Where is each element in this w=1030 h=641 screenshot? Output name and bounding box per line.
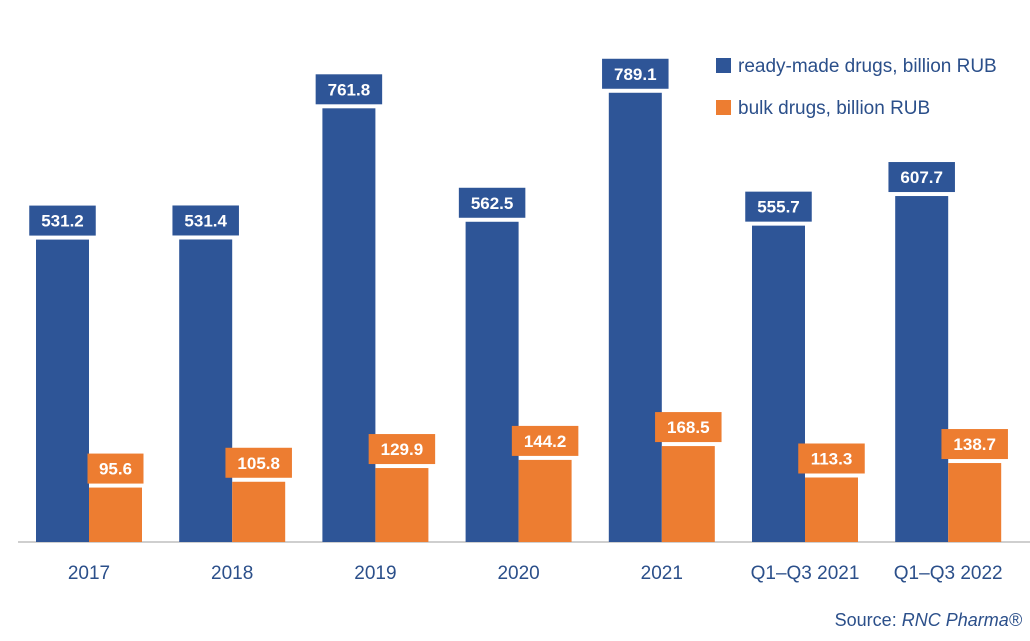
data-label-box — [602, 58, 669, 89]
data-label: 113.3 — [811, 449, 853, 468]
x-tick-label: Q1–Q3 2021 — [751, 563, 860, 584]
bar — [948, 463, 1002, 542]
data-label-box — [315, 74, 383, 105]
x-tick-label: 2019 — [354, 563, 396, 584]
x-tick-label: Q1–Q3 2022 — [894, 563, 1003, 584]
data-label: 761.8 — [328, 80, 371, 99]
bar — [752, 225, 805, 542]
bar — [179, 239, 233, 542]
bar — [608, 92, 662, 542]
data-label-box — [87, 453, 144, 484]
data-label: 138.7 — [953, 435, 996, 454]
bar — [89, 487, 142, 542]
bar — [895, 196, 949, 543]
data-label: 95.6 — [99, 460, 132, 479]
data-label-box — [172, 205, 239, 236]
bar — [375, 468, 429, 542]
bar — [805, 477, 858, 542]
bar — [36, 239, 89, 543]
data-label: 562.5 — [471, 194, 514, 213]
legend-swatch — [716, 58, 731, 73]
data-label-box — [745, 191, 812, 222]
x-tick-label: 2020 — [497, 563, 539, 584]
legend-swatch — [716, 100, 731, 115]
legend-label: ready-made drugs, billion RUB — [738, 56, 997, 77]
data-label-box — [458, 187, 526, 218]
data-label: 531.2 — [41, 212, 84, 231]
data-label-box — [368, 434, 436, 465]
x-tick-label: 2018 — [211, 563, 253, 584]
data-label: 531.4 — [184, 211, 227, 230]
data-label: 168.5 — [667, 418, 710, 437]
data-label: 144.2 — [524, 432, 567, 451]
bar — [518, 459, 572, 542]
bar — [232, 481, 286, 542]
data-label: 555.7 — [757, 198, 800, 217]
source-note: Source: RNC Pharma® — [835, 610, 1022, 631]
data-label-box — [798, 443, 865, 474]
data-label-box — [511, 425, 579, 456]
data-label: 129.9 — [381, 440, 424, 459]
data-label-box — [655, 412, 722, 443]
data-label-box — [225, 447, 292, 478]
bar — [661, 446, 715, 542]
x-tick-label: 2021 — [641, 563, 683, 584]
source-prefix: Source: — [834, 610, 902, 630]
data-label-box — [941, 429, 1008, 460]
source-brand: RNC Pharma® — [901, 610, 1022, 630]
data-label: 105.8 — [237, 454, 280, 473]
bar — [322, 108, 376, 543]
bar — [465, 221, 519, 543]
legend-label: bulk drugs, billion RUB — [738, 98, 930, 119]
x-tick-label: 2017 — [68, 563, 110, 584]
data-label-box — [29, 205, 96, 236]
data-label: 607.7 — [900, 168, 943, 187]
data-label: 789.1 — [614, 65, 657, 84]
data-label-box — [888, 162, 955, 193]
